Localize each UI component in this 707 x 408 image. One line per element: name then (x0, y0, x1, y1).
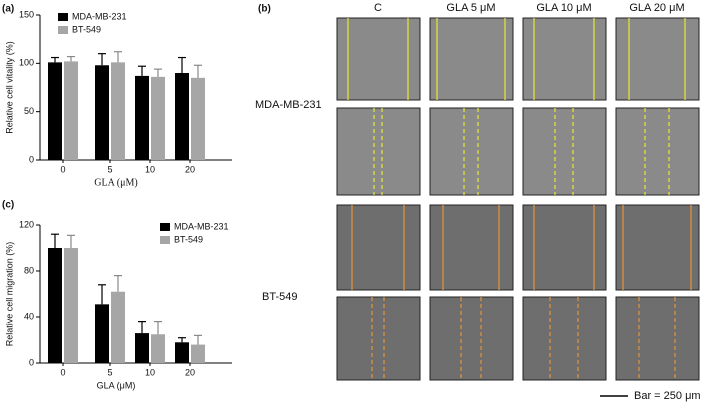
micrograph (522, 107, 607, 196)
panel-label: (a) (2, 4, 14, 15)
x-axis-label: GLA (μM) (97, 380, 136, 390)
bar (151, 334, 165, 363)
bar (135, 333, 149, 363)
bar (95, 65, 109, 160)
micrograph (522, 17, 607, 101)
legend-label: MDA-MB-231 (72, 11, 127, 21)
bar (64, 248, 78, 363)
column-label: GLA 10 μM (536, 2, 591, 14)
panel-label: (b) (258, 4, 271, 15)
y-tick-label: 40 (24, 311, 34, 321)
bar (151, 76, 165, 160)
legend-label: BT-549 (174, 234, 203, 244)
micrograph (615, 296, 700, 381)
y-tick-label: 0 (29, 357, 34, 367)
x-tick-label: 20 (185, 164, 195, 174)
micrograph (522, 296, 607, 381)
legend-label: MDA-MB-231 (174, 221, 229, 231)
panel-label: (c) (2, 200, 14, 211)
y-tick-label: 150 (19, 9, 34, 19)
bar (175, 73, 189, 160)
x-tick-label: 0 (60, 367, 65, 377)
legend-swatch (160, 236, 170, 244)
micrograph-grid (336, 17, 700, 381)
micrograph (429, 17, 514, 101)
y-tick-label: 120 (19, 219, 34, 229)
micrograph (615, 107, 700, 196)
x-axis-label: GLA (μM) (94, 177, 137, 188)
bar (111, 291, 125, 363)
micrograph (336, 296, 421, 381)
column-label: C (374, 2, 382, 14)
legend-label: BT-549 (72, 24, 101, 34)
bar (135, 75, 149, 160)
scale-bar-label: Bar = 250 μm (634, 390, 701, 402)
row-label: BT-549 (262, 291, 297, 303)
x-tick-label: 5 (107, 367, 112, 377)
micrograph (522, 204, 607, 291)
micrograph (336, 204, 421, 291)
y-tick-label: 80 (24, 265, 34, 275)
y-tick-label: 0 (29, 154, 34, 164)
micrograph (615, 204, 700, 291)
bar (48, 62, 62, 160)
micrograph (336, 107, 421, 196)
y-tick-label: 50 (24, 106, 34, 116)
row-label: MDA-MB-231 (255, 99, 322, 111)
y-tick-label: 100 (19, 58, 34, 68)
x-tick-label: 10 (145, 164, 155, 174)
legend-swatch (58, 13, 68, 21)
x-tick-label: 20 (185, 367, 195, 377)
bar (64, 61, 78, 160)
bar (191, 344, 205, 363)
legend-swatch (160, 223, 170, 231)
bar (191, 77, 205, 160)
column-label: GLA 5 μM (446, 2, 495, 14)
y-axis-label: Relative cell vitality (%) (4, 41, 14, 134)
bar (95, 304, 109, 363)
x-tick-label: 10 (145, 367, 155, 377)
bar (175, 342, 189, 363)
y-axis-label: Relative cell migration (%) (4, 242, 14, 347)
micrograph (336, 17, 421, 101)
bar (111, 62, 125, 160)
micrograph (429, 107, 514, 196)
x-tick-label: 5 (107, 164, 112, 174)
legend-swatch (58, 26, 68, 34)
column-label: GLA 20 μM (629, 2, 684, 14)
x-tick-label: 0 (60, 164, 65, 174)
micrograph (429, 296, 514, 381)
bar (48, 248, 62, 363)
